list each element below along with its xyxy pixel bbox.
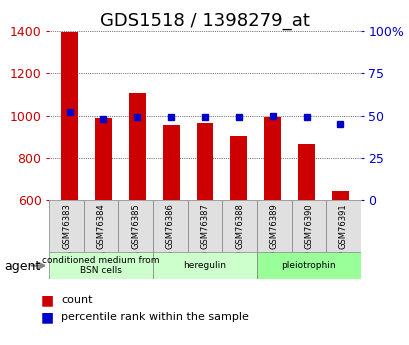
Text: GSM76384: GSM76384	[97, 203, 106, 249]
Text: GSM76387: GSM76387	[200, 203, 209, 249]
Bar	[61, 32, 78, 200]
Text: GSM76391: GSM76391	[338, 203, 347, 249]
Title: GDS1518 / 1398279_at: GDS1518 / 1398279_at	[100, 12, 309, 30]
Bar	[264, 117, 281, 200]
Text: agent: agent	[4, 259, 40, 273]
Text: heregulin: heregulin	[183, 261, 226, 270]
Text: pleiotrophin: pleiotrophin	[281, 261, 335, 270]
Text: percentile rank within the sample: percentile rank within the sample	[61, 313, 249, 322]
Text: GSM76390: GSM76390	[303, 203, 312, 249]
FancyBboxPatch shape	[153, 252, 256, 279]
FancyBboxPatch shape	[83, 200, 118, 252]
Text: ■: ■	[41, 293, 54, 307]
Bar	[331, 191, 348, 200]
Text: conditioned medium from
BSN cells: conditioned medium from BSN cells	[42, 256, 160, 275]
Text: ■: ■	[41, 310, 54, 324]
Text: count: count	[61, 295, 93, 305]
FancyBboxPatch shape	[256, 200, 291, 252]
FancyBboxPatch shape	[153, 200, 187, 252]
FancyBboxPatch shape	[118, 200, 153, 252]
Text: GSM76385: GSM76385	[131, 203, 140, 249]
Text: GSM76386: GSM76386	[166, 203, 175, 249]
FancyBboxPatch shape	[222, 200, 256, 252]
Bar	[196, 124, 213, 200]
FancyBboxPatch shape	[187, 200, 222, 252]
Bar	[95, 118, 112, 200]
Bar	[230, 136, 247, 200]
FancyBboxPatch shape	[49, 200, 83, 252]
FancyBboxPatch shape	[256, 252, 360, 279]
Text: GSM76383: GSM76383	[62, 203, 71, 249]
Text: GSM76389: GSM76389	[269, 203, 278, 249]
Bar	[297, 144, 314, 200]
FancyBboxPatch shape	[291, 200, 326, 252]
Text: GSM76388: GSM76388	[234, 203, 243, 249]
FancyBboxPatch shape	[49, 252, 153, 279]
Bar	[128, 93, 145, 200]
Bar	[162, 125, 179, 200]
FancyBboxPatch shape	[326, 200, 360, 252]
